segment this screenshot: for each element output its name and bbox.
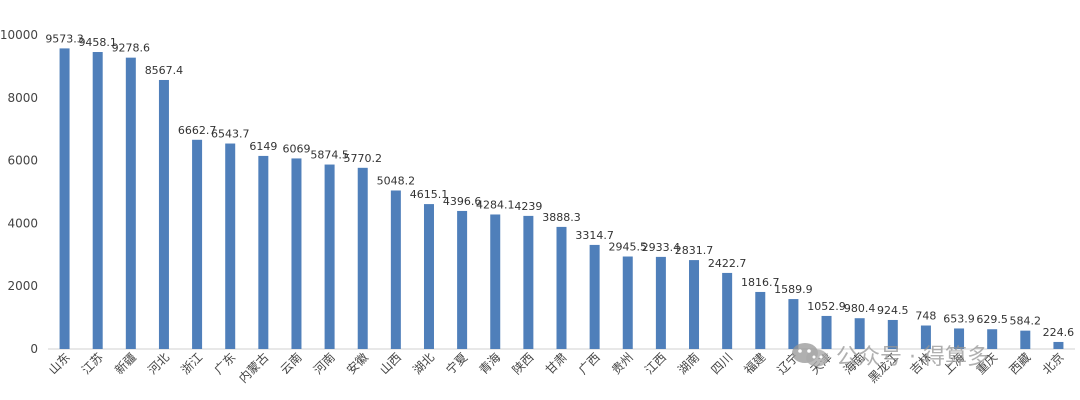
y-axis: 0 2000 4000 6000 8000 10000 (0, 28, 38, 356)
data-label: 4615.1 (410, 188, 449, 201)
x-tick-label: 甘肃 (543, 350, 570, 377)
data-label: 6662.7 (178, 124, 217, 137)
bar (920, 325, 931, 349)
data-label: 629.5 (976, 313, 1008, 326)
x-tick-label: 湖南 (675, 350, 703, 378)
bar (225, 143, 236, 349)
data-label: 2933.4 (642, 241, 681, 254)
bar (1020, 330, 1031, 349)
bar (192, 139, 203, 349)
bar (689, 260, 700, 349)
bar (59, 48, 70, 350)
data-label: 6149 (249, 140, 277, 153)
y-tick-label: 2000 (7, 279, 38, 293)
data-label: 4396.6 (443, 195, 482, 208)
x-tick-label: 河北 (145, 350, 172, 377)
bar (954, 328, 965, 349)
y-tick-label: 8000 (7, 91, 38, 105)
x-tick-label: 新疆 (111, 350, 139, 378)
x-tick-label: 宁夏 (443, 350, 471, 378)
bar (854, 318, 865, 349)
x-tick-label: 广东 (211, 350, 238, 377)
bar (655, 256, 666, 349)
data-label: 5874.5 (310, 149, 349, 162)
data-label: 224.6 (1043, 326, 1075, 339)
bar (158, 79, 169, 349)
data-label: 9458.1 (78, 36, 117, 49)
data-label: 5048.2 (377, 174, 416, 187)
data-label: 2422.7 (708, 257, 747, 270)
x-tick-label: 山东 (46, 350, 73, 377)
data-label: 1589.9 (774, 283, 813, 296)
x-tick-label: 福建 (741, 350, 769, 378)
data-label: 3888.3 (542, 211, 581, 224)
data-label: 653.9 (943, 312, 975, 325)
bar (258, 155, 269, 349)
bar (887, 319, 898, 349)
data-label: 9573.3 (45, 32, 84, 45)
watermark: 公众号 · 得算多 (790, 340, 1080, 370)
y-tick-label: 10000 (0, 28, 38, 42)
bar (722, 272, 733, 349)
data-label: 1816.7 (741, 276, 780, 289)
bar (622, 256, 633, 349)
x-tick-label: 河南 (310, 350, 338, 378)
data-label: 4239 (514, 200, 542, 213)
bar (324, 164, 335, 349)
y-tick-label: 4000 (7, 216, 38, 230)
wechat-icon (792, 343, 828, 367)
bar (92, 52, 103, 350)
bar (291, 158, 302, 349)
bar (788, 299, 799, 349)
x-tick-label: 浙江 (178, 350, 205, 377)
bar (556, 226, 567, 349)
x-tick-label: 安徽 (343, 350, 371, 378)
data-label: 6069 (282, 142, 310, 155)
bar (987, 329, 998, 349)
x-tick-label: 贵州 (609, 350, 636, 377)
bar (457, 210, 468, 349)
bar (490, 214, 501, 349)
data-label: 2831.7 (675, 244, 714, 257)
bar (125, 57, 136, 350)
x-tick-label: 青海 (476, 350, 504, 378)
data-label: 924.5 (877, 304, 909, 317)
bar (523, 215, 534, 349)
bars-group (59, 48, 1064, 350)
x-tick-label: 广西 (576, 350, 603, 377)
x-tick-label: 山西 (377, 350, 404, 377)
data-label: 6543.7 (211, 128, 250, 141)
data-label: 8567.4 (145, 64, 184, 77)
data-label: 980.4 (844, 302, 876, 315)
x-tick-label: 陕西 (509, 350, 537, 378)
x-tick-label: 湖北 (410, 350, 438, 378)
bar (755, 291, 766, 349)
data-label: 748 (915, 310, 936, 323)
data-label: 4284.1 (476, 198, 515, 211)
x-tick-label: 江西 (642, 350, 669, 377)
data-label: 584.2 (1010, 315, 1042, 328)
bar (357, 167, 368, 349)
data-label: 2945.5 (609, 241, 648, 254)
x-tick-label: 四川 (708, 350, 735, 377)
x-tick-label: 江苏 (79, 350, 106, 377)
y-tick-label: 6000 (7, 154, 38, 168)
bar (589, 244, 600, 349)
y-tick-label: 0 (30, 342, 38, 356)
x-tick-label: 云南 (277, 350, 305, 378)
x-tick-label: 内蒙古 (235, 350, 271, 386)
data-label: 1052.9 (807, 300, 846, 313)
bar (821, 315, 832, 349)
data-label: 3314.7 (575, 229, 614, 242)
bar (390, 190, 401, 349)
data-label: 5770.2 (343, 152, 382, 165)
bar (423, 204, 434, 349)
data-label: 9278.6 (112, 42, 151, 55)
watermark-text: 公众号 · 得算多 (836, 345, 989, 370)
bar (1053, 341, 1064, 349)
